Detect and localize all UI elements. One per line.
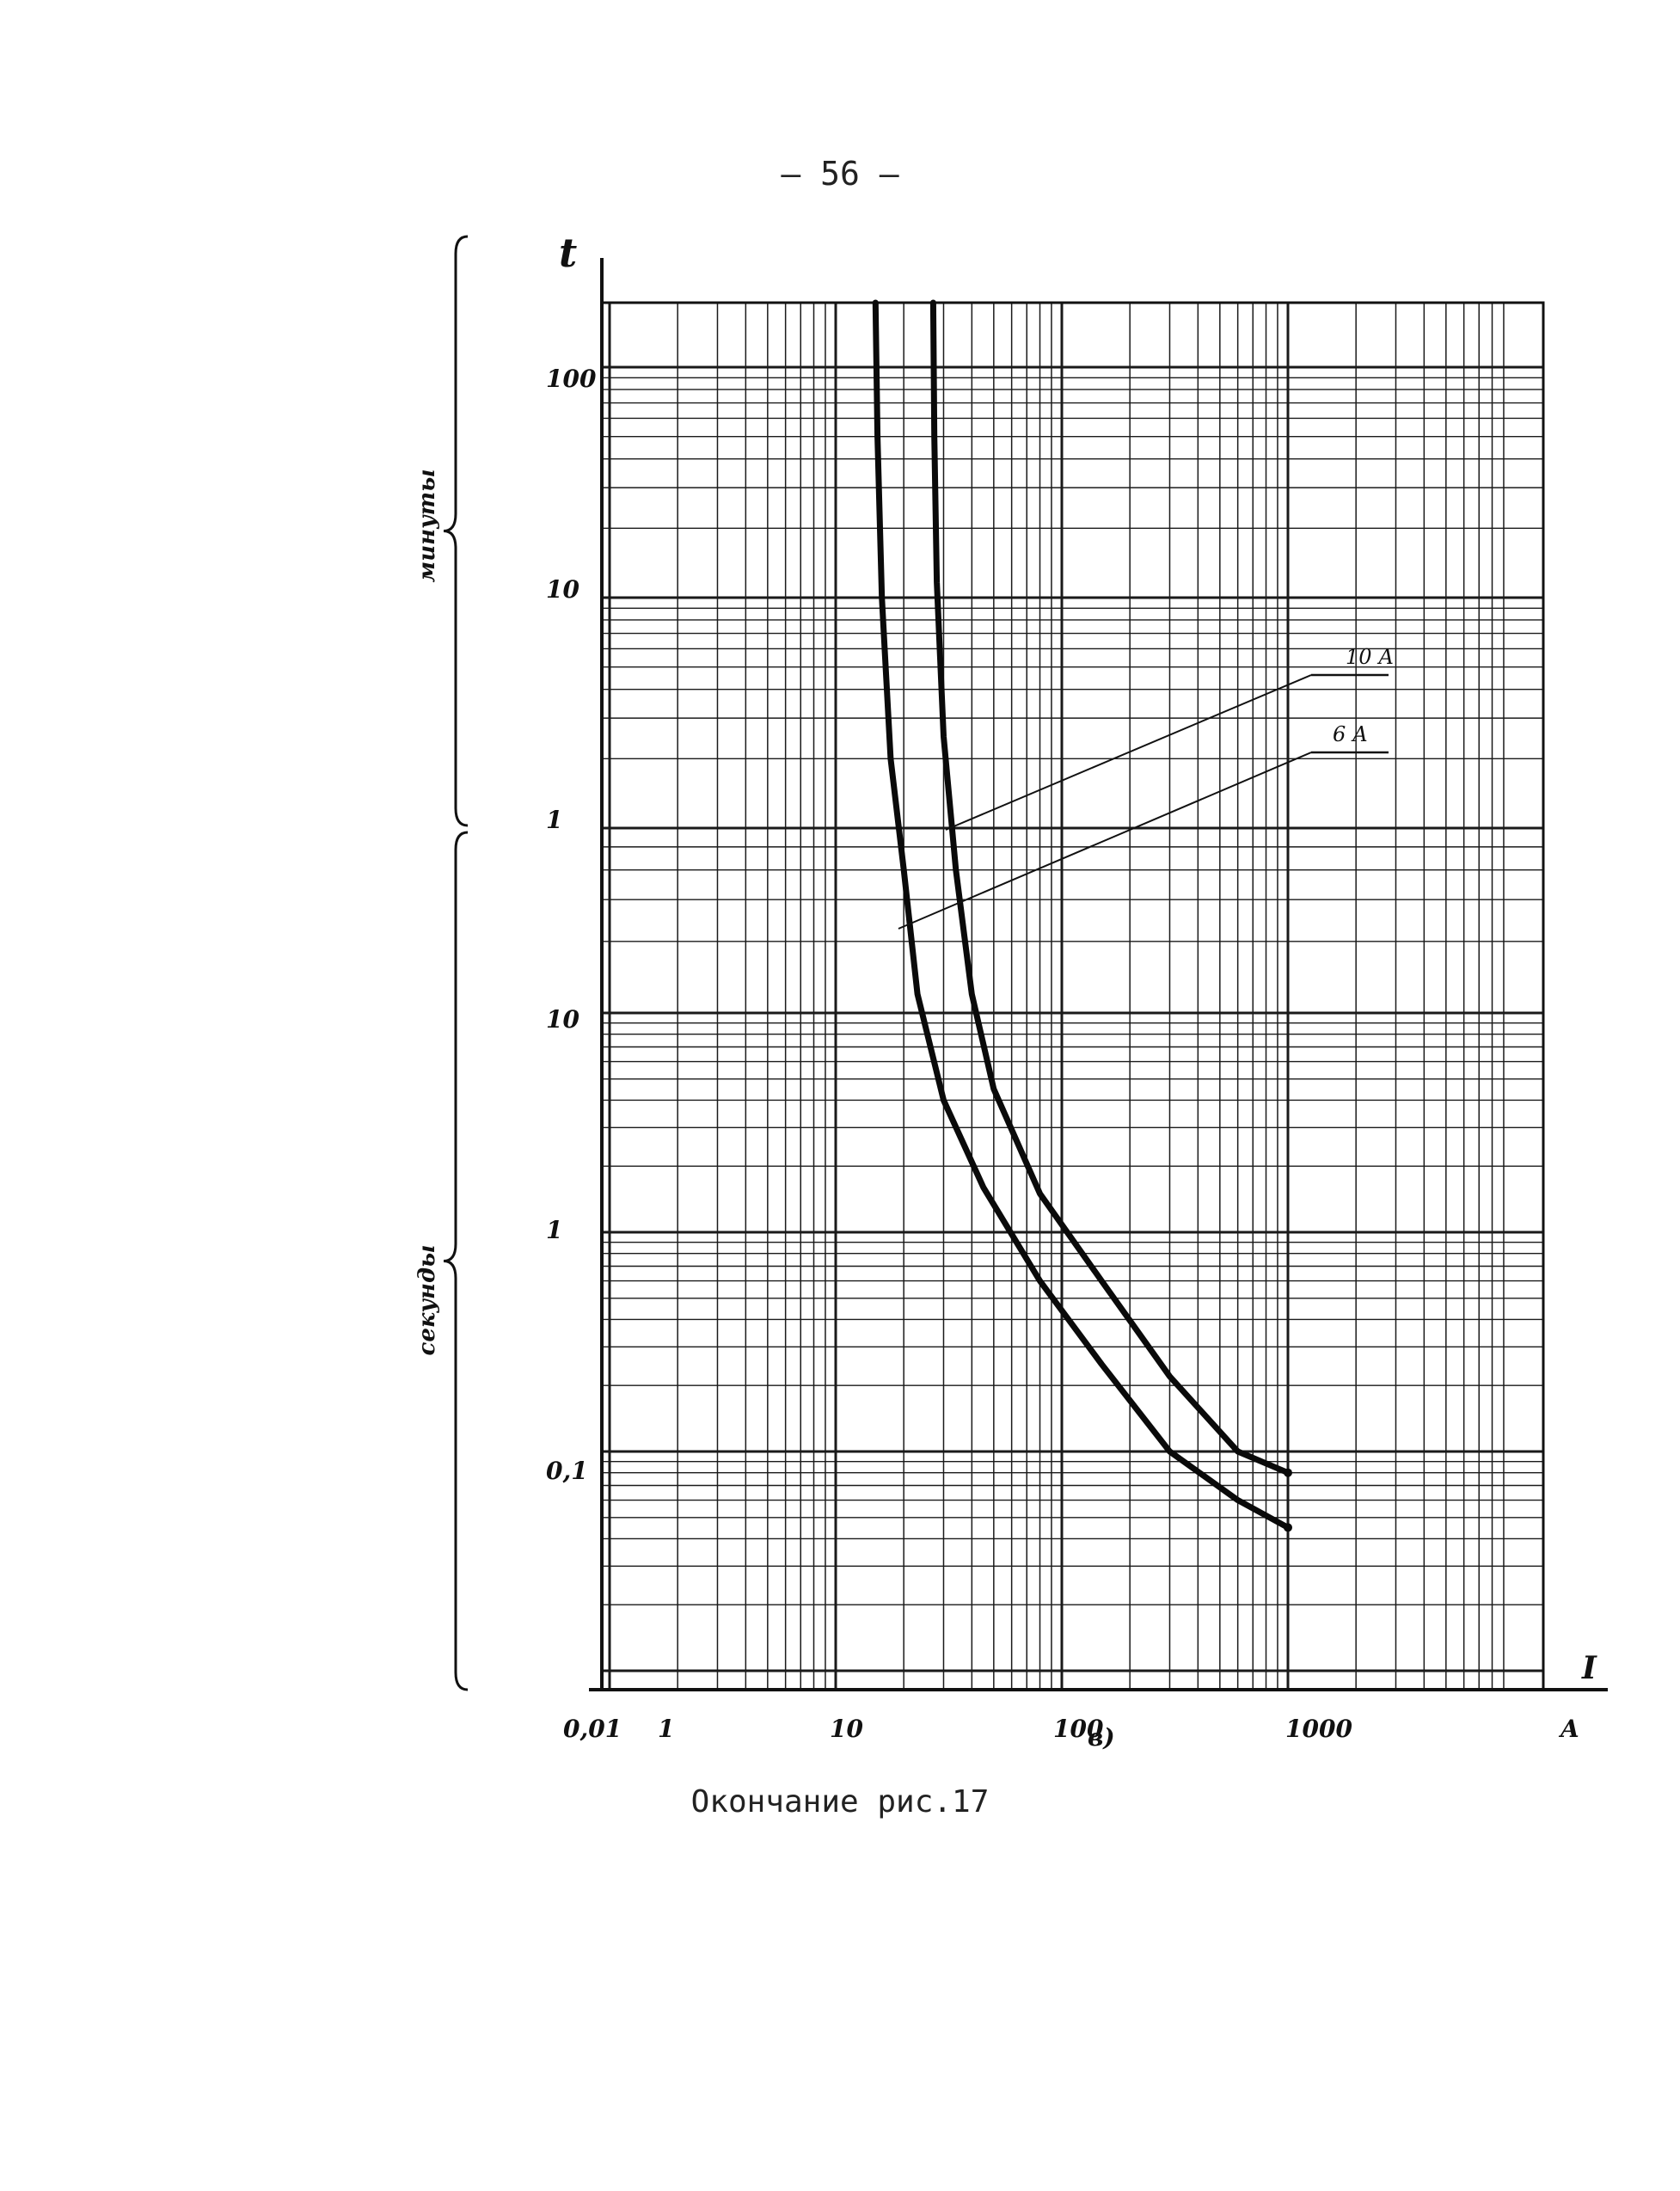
plot-frame bbox=[600, 301, 1545, 1691]
x-tick-label: 1 bbox=[658, 1715, 674, 1743]
chart-axes bbox=[443, 235, 1608, 1691]
figure-caption: Окончание рис.17 bbox=[690, 1784, 990, 1820]
seconds-label: секунды bbox=[414, 1244, 440, 1355]
series-label: 10 А bbox=[1346, 645, 1394, 669]
x-tick-label: A bbox=[1558, 1715, 1579, 1743]
y-tick-label: 10 bbox=[546, 575, 579, 604]
chart-labels: tI0,01 1 10 100 1000 Aв)1001011010,1минутысек… bbox=[414, 230, 1597, 1752]
x-tick-label: 100 bbox=[1053, 1715, 1104, 1743]
series-leader-line bbox=[898, 752, 1312, 930]
series-leader-line bbox=[945, 674, 1312, 831]
x-axis-label: I bbox=[1581, 1650, 1597, 1686]
x-tick-label: 10 bbox=[830, 1715, 863, 1743]
series-line bbox=[872, 299, 1291, 1531]
page-number: – 56 – bbox=[781, 155, 899, 193]
y-tick-label: 100 bbox=[546, 365, 597, 393]
series-endpoint bbox=[1284, 1468, 1292, 1477]
y-tick-label: 1 bbox=[546, 806, 562, 834]
series-line bbox=[929, 299, 1291, 1476]
y-tick-label: 1 bbox=[546, 1216, 562, 1244]
series-label: 6 А bbox=[1333, 722, 1368, 746]
x-tick-label: 1000 bbox=[1285, 1715, 1352, 1743]
x-tick-label: 0,01 bbox=[563, 1715, 622, 1743]
panel-label: в) bbox=[1088, 1723, 1115, 1752]
minutes-label: минуты bbox=[414, 469, 440, 582]
minutes-brace bbox=[443, 235, 469, 827]
seconds-brace bbox=[443, 831, 469, 1691]
chart-grid bbox=[602, 303, 1543, 1690]
chart-series bbox=[872, 299, 1389, 1532]
y-tick-label: 10 bbox=[546, 1005, 579, 1034]
series-endpoint bbox=[1284, 1523, 1292, 1532]
y-axis-label: t bbox=[559, 230, 577, 276]
y-tick-label: 0,1 bbox=[546, 1457, 588, 1485]
